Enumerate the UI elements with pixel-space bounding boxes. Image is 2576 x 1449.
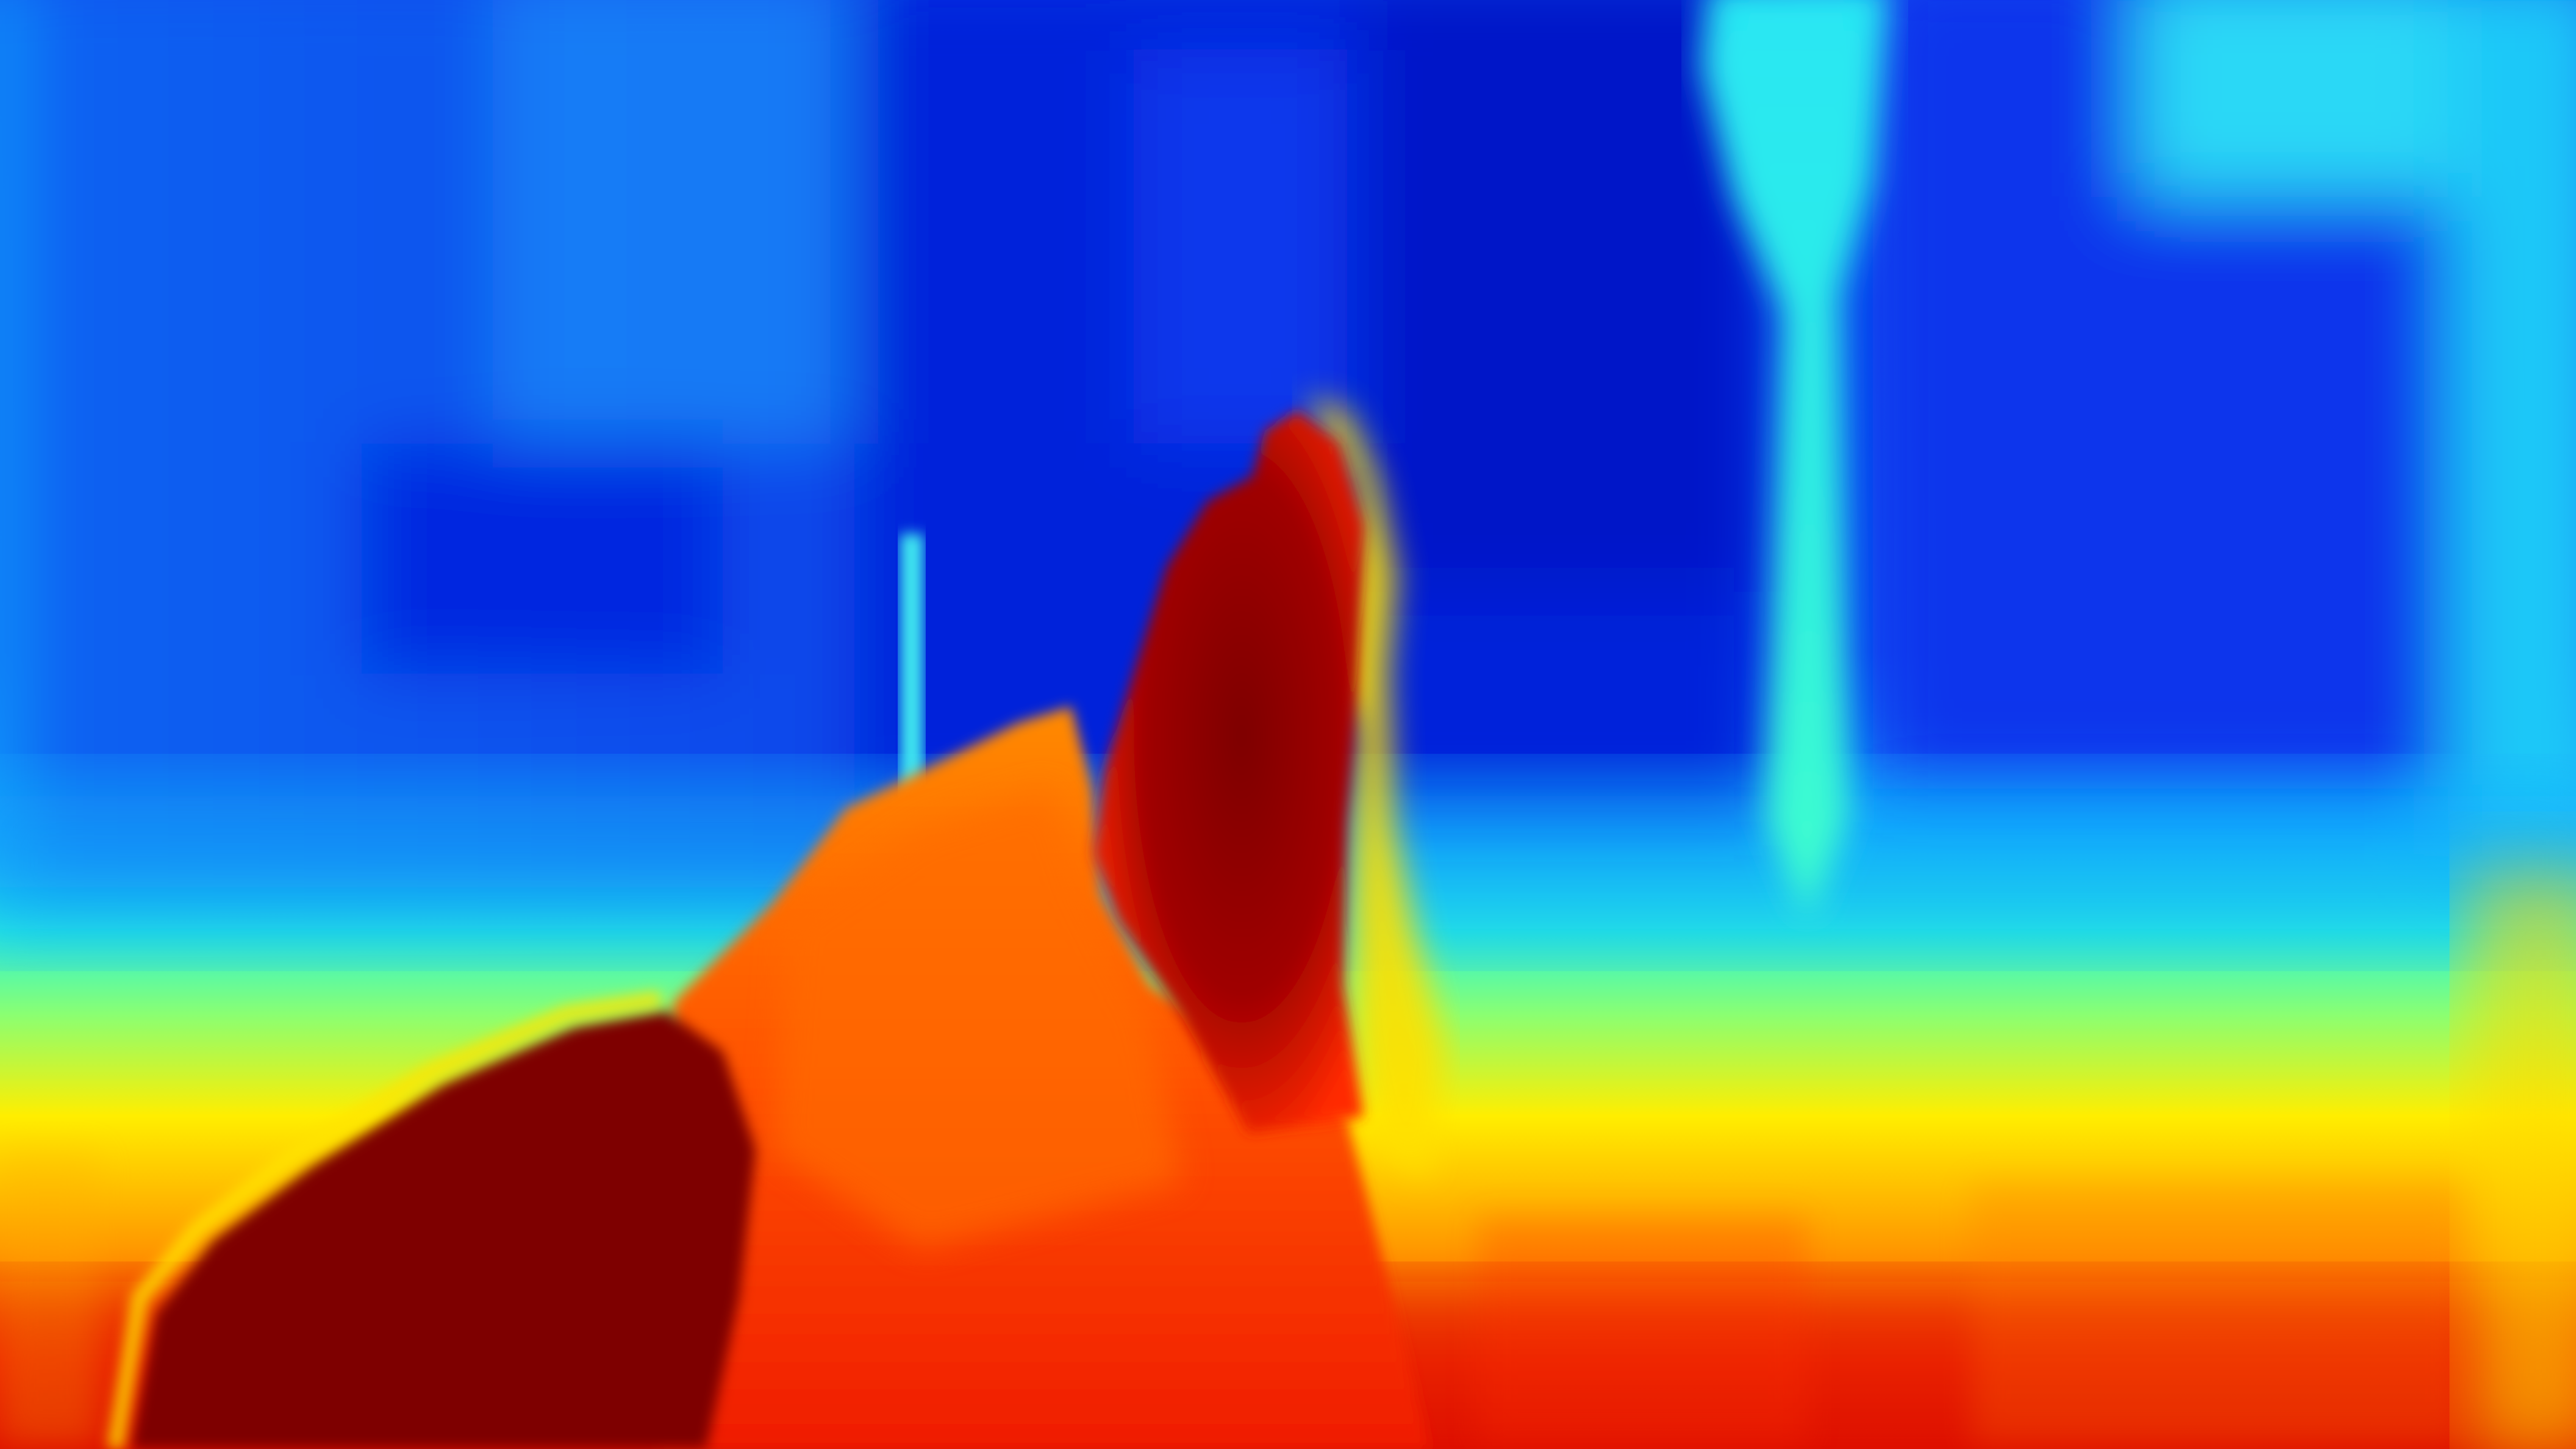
far-wall	[0, 0, 2576, 887]
background-pillar	[1700, 0, 1888, 920]
floor-texture	[0, 1150, 2464, 1446]
foreground-column	[1092, 397, 1446, 1183]
thin-post	[900, 534, 923, 814]
floor-right-edge	[2464, 870, 2576, 1449]
foreground-object-center	[657, 706, 1429, 1449]
foreground-object-left	[107, 990, 756, 1449]
